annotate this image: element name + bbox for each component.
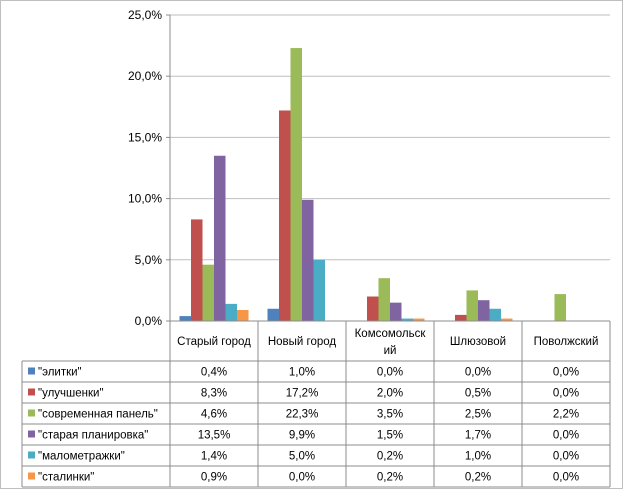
data-label: 0,2% xyxy=(377,451,403,463)
data-label: 0,2% xyxy=(465,472,491,484)
legend-key xyxy=(28,472,35,480)
data-label: 0,0% xyxy=(553,388,579,400)
bar xyxy=(390,302,402,321)
legend-key xyxy=(28,367,35,375)
data-label: 3,5% xyxy=(377,409,403,421)
data-label: 0,0% xyxy=(377,367,403,379)
category-label: Старый город xyxy=(177,336,251,348)
y-tick-label: 25,0% xyxy=(128,8,162,22)
y-tick-label: 5,0% xyxy=(135,253,163,267)
data-label: 0,0% xyxy=(553,367,579,379)
legend-key xyxy=(28,451,35,459)
data-label: 0,9% xyxy=(201,472,227,484)
data-label: 5,0% xyxy=(289,451,315,463)
legend-key xyxy=(28,388,35,396)
data-label: 13,5% xyxy=(198,430,231,442)
bar xyxy=(214,155,226,321)
legend-label: "сталинки" xyxy=(38,472,94,484)
y-tick-label: 15,0% xyxy=(128,130,162,144)
data-label: 1,4% xyxy=(201,451,227,463)
data-label: 2,5% xyxy=(465,409,491,421)
y-tick-label: 10,0% xyxy=(128,192,162,206)
data-label: 4,6% xyxy=(201,409,227,421)
data-label: 2,2% xyxy=(553,409,579,421)
data-label: 1,0% xyxy=(289,367,315,379)
data-label: 0,5% xyxy=(465,388,491,400)
data-label: 8,3% xyxy=(201,388,227,400)
data-label: 0,0% xyxy=(465,367,491,379)
legend-label: "старая планировка" xyxy=(38,430,148,442)
data-label: 0,2% xyxy=(377,472,403,484)
legend-label: "малометражки" xyxy=(38,451,125,463)
category-label: Новый город xyxy=(268,336,337,348)
data-label: 9,9% xyxy=(289,430,315,442)
bar xyxy=(202,264,214,321)
legend-label: "элитки" xyxy=(38,367,82,379)
data-label: 0,4% xyxy=(201,367,227,379)
bar xyxy=(302,199,314,321)
data-label: 1,5% xyxy=(377,430,403,442)
bar xyxy=(466,290,478,321)
data-label: 22,3% xyxy=(286,409,319,421)
data-label: 1,0% xyxy=(465,451,491,463)
bar xyxy=(478,300,490,321)
bar xyxy=(313,259,325,321)
category-label: Шлюзовой xyxy=(450,336,506,348)
bar xyxy=(279,110,291,321)
legend-label: "улучшенки" xyxy=(38,388,104,400)
bar xyxy=(401,318,413,321)
bar xyxy=(413,318,425,321)
data-label: 17,2% xyxy=(286,388,319,400)
legend-key xyxy=(28,409,35,417)
bar xyxy=(179,316,191,321)
data-label: 0,0% xyxy=(553,472,579,484)
data-label: 0,0% xyxy=(553,451,579,463)
bar xyxy=(378,278,390,321)
bar xyxy=(237,309,249,321)
bar xyxy=(267,308,279,321)
legend-label: "современная панель" xyxy=(38,409,158,421)
legend-key xyxy=(28,430,35,438)
data-label: 0,0% xyxy=(289,472,315,484)
bar xyxy=(367,296,379,321)
data-label: 1,7% xyxy=(465,430,491,442)
category-label: Поволжский xyxy=(534,336,599,348)
bar xyxy=(554,294,566,321)
bar xyxy=(225,303,237,321)
category-label: Комсомольск xyxy=(355,328,427,340)
data-label: 2,0% xyxy=(377,388,403,400)
bar xyxy=(489,308,501,321)
bar xyxy=(191,219,203,321)
bar xyxy=(455,314,467,321)
y-tick-label: 20,0% xyxy=(128,69,162,83)
y-tick-label: 0,0% xyxy=(135,314,163,328)
data-label: 0,0% xyxy=(553,430,579,442)
bar xyxy=(501,318,513,321)
category-label: ий xyxy=(384,345,397,357)
bar xyxy=(290,48,302,321)
